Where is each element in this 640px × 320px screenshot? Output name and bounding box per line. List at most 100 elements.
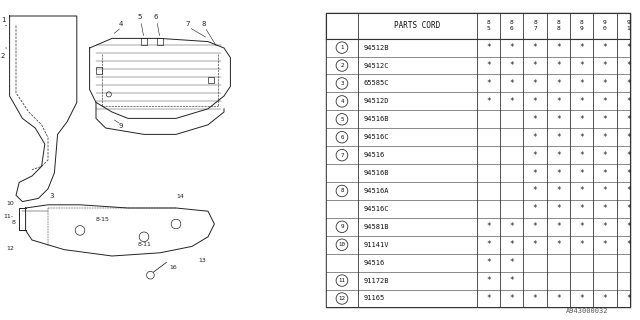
- Text: 12: 12: [339, 296, 346, 301]
- Bar: [141, 38, 147, 45]
- Text: 3: 3: [49, 193, 54, 199]
- Bar: [326, 164, 630, 182]
- Circle shape: [336, 293, 348, 304]
- Text: *: *: [532, 294, 538, 303]
- Text: *: *: [626, 204, 630, 213]
- Text: *: *: [509, 240, 514, 249]
- Bar: [326, 57, 630, 75]
- Text: *: *: [556, 43, 561, 52]
- Bar: [326, 92, 630, 110]
- Circle shape: [336, 132, 348, 143]
- Bar: [326, 236, 630, 254]
- Text: 8
8: 8 8: [556, 20, 560, 31]
- Text: 8: 8: [340, 188, 344, 194]
- Text: *: *: [556, 169, 561, 178]
- Bar: [96, 67, 102, 74]
- Circle shape: [336, 96, 348, 107]
- Text: 94516B: 94516B: [364, 116, 389, 122]
- Text: 8: 8: [202, 20, 206, 27]
- Text: 11: 11: [339, 278, 346, 283]
- Text: 9
0: 9 0: [603, 20, 607, 31]
- Text: 16: 16: [170, 265, 177, 270]
- Text: *: *: [532, 151, 538, 160]
- Text: 94516: 94516: [364, 152, 385, 158]
- Text: *: *: [556, 61, 561, 70]
- Text: 94512D: 94512D: [364, 98, 389, 104]
- Text: *: *: [579, 97, 584, 106]
- Text: 2: 2: [1, 52, 5, 59]
- Text: *: *: [532, 240, 538, 249]
- Text: 8
6: 8 6: [510, 20, 514, 31]
- Circle shape: [336, 239, 348, 251]
- Text: *: *: [486, 61, 491, 70]
- Circle shape: [336, 275, 348, 286]
- Text: 7: 7: [186, 20, 190, 27]
- Text: *: *: [509, 222, 514, 231]
- Text: *: *: [556, 222, 561, 231]
- Text: 6: 6: [154, 14, 158, 20]
- Text: *: *: [556, 294, 561, 303]
- Text: 65585C: 65585C: [364, 80, 389, 86]
- Bar: [208, 77, 214, 83]
- Text: *: *: [603, 151, 607, 160]
- Circle shape: [336, 185, 348, 197]
- Circle shape: [336, 114, 348, 125]
- Text: *: *: [603, 115, 607, 124]
- Text: 94512C: 94512C: [364, 62, 389, 68]
- Text: *: *: [579, 294, 584, 303]
- Circle shape: [106, 92, 111, 97]
- Text: *: *: [486, 276, 491, 285]
- Circle shape: [336, 42, 348, 53]
- Text: 8: 8: [11, 220, 15, 225]
- Text: *: *: [509, 258, 514, 267]
- Text: *: *: [486, 97, 491, 106]
- Text: 14: 14: [176, 194, 184, 199]
- Text: *: *: [532, 169, 538, 178]
- Text: *: *: [486, 43, 491, 52]
- Text: 9: 9: [118, 123, 123, 129]
- Circle shape: [140, 232, 149, 242]
- Text: *: *: [626, 169, 630, 178]
- Text: 94512B: 94512B: [364, 44, 389, 51]
- Text: 11-: 11-: [3, 214, 13, 219]
- Text: *: *: [556, 204, 561, 213]
- Text: *: *: [626, 151, 630, 160]
- Text: 1: 1: [340, 45, 344, 50]
- Text: *: *: [579, 187, 584, 196]
- Text: 8
9: 8 9: [580, 20, 584, 31]
- Circle shape: [147, 271, 154, 279]
- Text: 91165: 91165: [364, 295, 385, 301]
- Text: PARTS CORD: PARTS CORD: [394, 21, 440, 30]
- Text: *: *: [603, 61, 607, 70]
- Text: *: *: [626, 187, 630, 196]
- Text: 94581B: 94581B: [364, 224, 389, 230]
- Text: 4: 4: [340, 99, 344, 104]
- Text: 3: 3: [340, 81, 344, 86]
- Text: *: *: [556, 151, 561, 160]
- Text: *: *: [532, 79, 538, 88]
- Text: *: *: [532, 97, 538, 106]
- Text: 6: 6: [340, 135, 344, 140]
- Text: *: *: [626, 115, 630, 124]
- Bar: [157, 38, 163, 45]
- Text: *: *: [556, 97, 561, 106]
- Text: *: *: [579, 240, 584, 249]
- Text: 7: 7: [340, 153, 344, 158]
- Text: 8-15: 8-15: [96, 217, 110, 222]
- Bar: [326, 200, 630, 218]
- Text: *: *: [579, 204, 584, 213]
- Text: *: *: [509, 79, 514, 88]
- Text: 94516C: 94516C: [364, 134, 389, 140]
- Text: *: *: [532, 222, 538, 231]
- Text: *: *: [486, 79, 491, 88]
- Text: *: *: [626, 43, 630, 52]
- Text: *: *: [579, 79, 584, 88]
- Bar: [326, 146, 630, 164]
- Bar: [326, 272, 630, 290]
- Bar: [326, 110, 630, 128]
- Text: 12: 12: [6, 246, 14, 251]
- Text: *: *: [579, 61, 584, 70]
- Text: *: *: [486, 222, 491, 231]
- Text: *: *: [532, 133, 538, 142]
- Text: 5: 5: [138, 14, 142, 20]
